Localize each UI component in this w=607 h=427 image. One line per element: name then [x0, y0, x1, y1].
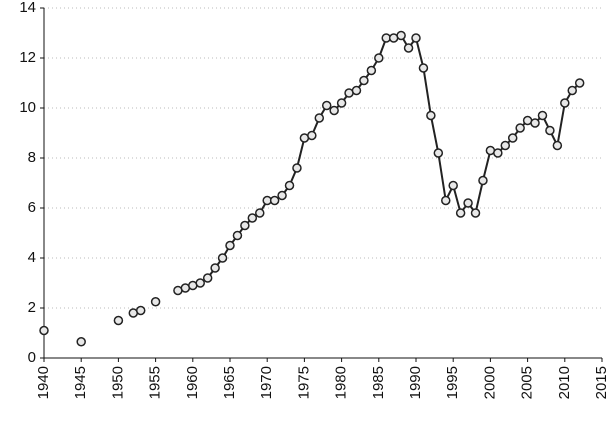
x-tick-label: 2000 [481, 366, 498, 399]
x-tick-label: 1950 [109, 366, 126, 399]
y-tick-label: 14 [19, 0, 36, 16]
data-point [366, 65, 377, 76]
data-point [329, 105, 339, 116]
data-point [225, 240, 235, 251]
data-point [418, 63, 429, 73]
data-point [537, 110, 548, 121]
x-tick-label: 2015 [593, 366, 607, 399]
data-point [515, 123, 525, 133]
data-point [217, 253, 228, 263]
x-tick-label: 1965 [221, 366, 238, 399]
data-point [396, 30, 406, 41]
data-point [232, 230, 243, 241]
data-point [530, 118, 540, 128]
data-point [202, 273, 213, 283]
data-point [284, 180, 295, 191]
x-tick-label: 1975 [295, 366, 312, 399]
y-tick-label: 4 [28, 249, 36, 266]
data-point [560, 98, 570, 108]
data-point [277, 190, 287, 201]
data-point [135, 305, 146, 316]
data-point [210, 263, 220, 273]
data-point [448, 180, 458, 191]
data-point [478, 175, 488, 186]
data-point [292, 163, 302, 173]
data-point [76, 337, 86, 347]
data-point [195, 278, 205, 288]
data-point [374, 53, 384, 63]
data-point [574, 78, 585, 88]
y-tick-label: 10 [19, 99, 36, 116]
data-point [255, 208, 265, 218]
x-tick-label: 1945 [72, 366, 89, 399]
data-point [39, 325, 49, 336]
y-tick-label: 12 [19, 49, 36, 66]
data-point [351, 85, 362, 96]
data-point [247, 213, 258, 223]
data-point [426, 110, 436, 121]
data-point [336, 98, 347, 108]
data-point [314, 113, 325, 123]
data-point [321, 100, 332, 111]
y-tick-label: 2 [28, 299, 36, 316]
data-point [463, 198, 473, 208]
x-tick-label: 1960 [184, 366, 201, 399]
data-point [113, 315, 124, 326]
data-point [441, 195, 451, 206]
x-tick-label: 1955 [147, 366, 164, 399]
x-tick-label: 1985 [370, 366, 387, 399]
x-tick-label: 1995 [444, 366, 461, 399]
data-point [359, 75, 369, 86]
x-tick-label: 1970 [258, 366, 275, 399]
data-point [500, 140, 511, 151]
y-tick-label: 8 [28, 149, 36, 166]
data-point [455, 208, 466, 218]
y-tick-label: 6 [28, 199, 36, 216]
data-point [433, 148, 444, 158]
data-point [567, 85, 577, 96]
y-tick-label: 0 [28, 349, 36, 366]
data-point [403, 43, 414, 53]
data-point [150, 297, 161, 307]
data-point [493, 148, 503, 158]
x-tick-label: 1980 [333, 366, 350, 399]
data-point [507, 133, 518, 143]
data-point [470, 208, 481, 218]
data-point [545, 125, 555, 136]
x-tick-label: 2005 [519, 366, 536, 399]
data-point [307, 130, 317, 141]
x-tick-label: 1940 [35, 366, 52, 399]
data-point [552, 140, 563, 151]
data-point [240, 220, 250, 231]
x-tick-label: 1990 [407, 366, 424, 399]
x-tick-label: 2010 [556, 366, 573, 399]
data-line [132, 34, 581, 314]
data-point [269, 195, 280, 206]
data-point [411, 33, 421, 43]
